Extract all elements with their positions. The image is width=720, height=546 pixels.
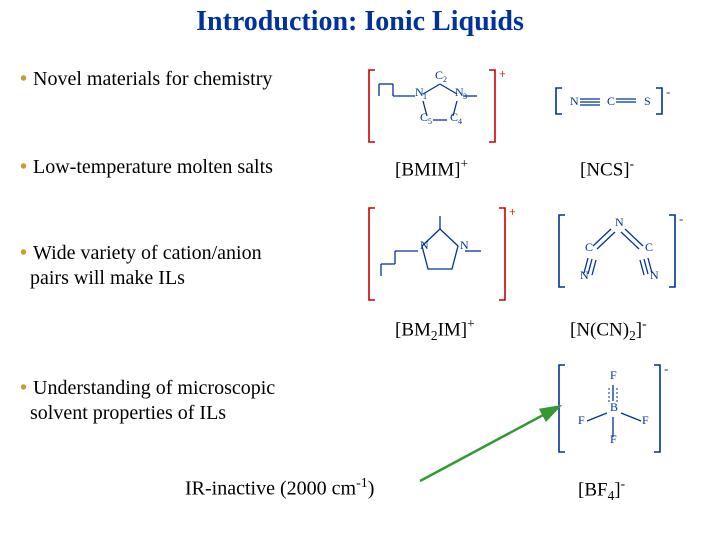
arrow-icon	[0, 6, 720, 546]
